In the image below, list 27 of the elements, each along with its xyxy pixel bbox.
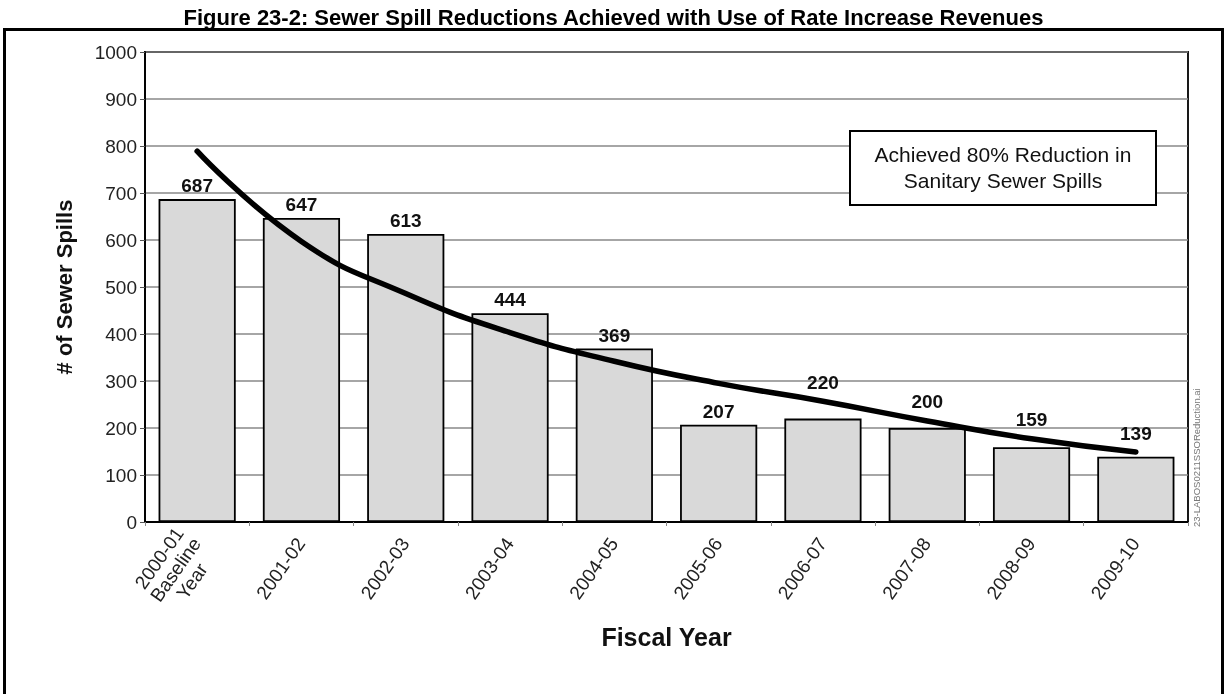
- x-axis-title: Fiscal Year: [601, 623, 732, 652]
- data-label: 207: [702, 400, 735, 422]
- y-tick-label: 400: [105, 323, 137, 345]
- data-label: 647: [285, 193, 318, 215]
- data-label: 613: [389, 209, 422, 231]
- note-box: Achieved 80% Reduction in Sanitary Sewer Spills: [849, 130, 1157, 206]
- data-label: 139: [1120, 423, 1152, 445]
- data-label: 159: [1015, 409, 1048, 431]
- y-tick-label: 700: [105, 182, 137, 204]
- data-label: 220: [807, 371, 839, 393]
- data-label: 200: [911, 390, 944, 412]
- y-tick-label: 200: [105, 417, 137, 439]
- annotation: Achieved 80% Reduction in Sanitary Sewer Spills: [873, 142, 1133, 194]
- y-tick-label: 300: [105, 370, 137, 392]
- y-axis-title: # of Sewer Spills: [51, 199, 77, 375]
- text: 23-LABOS0211SSOReduction.ai: [1190, 388, 1202, 527]
- y-tick-label: 800: [105, 135, 137, 157]
- data-label: 444: [494, 289, 527, 311]
- data-label: 369: [598, 324, 631, 346]
- y-tick-label: 500: [105, 276, 137, 298]
- y-tick-label: 1000: [94, 41, 137, 63]
- data-label: 687: [181, 175, 213, 197]
- chart-title: Figure 23-2: Sewer Spill Reductions Achieved with Use of Rate Increase Revenues: [183, 4, 1044, 30]
- y-tick-label: 600: [105, 229, 137, 251]
- y-tick-label: 0: [126, 511, 137, 533]
- y-tick-label: 900: [105, 88, 137, 110]
- y-tick-label: 100: [105, 464, 137, 486]
